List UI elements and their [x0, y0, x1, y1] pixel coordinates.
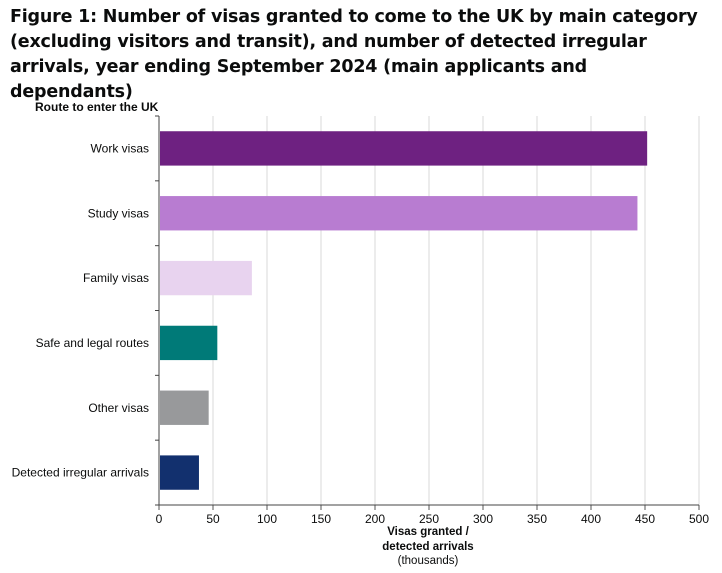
category-label: Detected irregular arrivals	[12, 466, 149, 480]
category-label: Family visas	[83, 271, 149, 285]
x-tick-label: 100	[257, 512, 277, 526]
x-tick-label: 50	[206, 512, 220, 526]
category-label: Other visas	[88, 401, 149, 415]
x-axis-title-line2: detected arrivals	[382, 541, 473, 553]
bar	[160, 455, 199, 490]
category-label: Safe and legal routes	[36, 336, 149, 350]
bars	[160, 131, 648, 490]
y-axis-title: Route to enter the UK	[35, 100, 159, 114]
bar	[160, 260, 252, 296]
bar	[160, 390, 209, 425]
category-labels: Work visas Study visas Family visas Safe an…	[12, 141, 149, 479]
figure-title: Figure 1: Number of visas granted to com…	[10, 7, 698, 102]
category-label: Study visas	[88, 206, 149, 220]
x-axis-title-line1: Visas granted /	[387, 526, 469, 538]
x-tick-label: 250	[419, 512, 439, 526]
x-tick-label: 300	[473, 512, 493, 526]
x-tick-labels: 0 50 100 150 200 250 300 350 400 450 500	[156, 512, 710, 526]
x-tick-label: 0	[156, 512, 163, 526]
axes	[155, 115, 700, 510]
x-tick-label: 400	[581, 512, 601, 526]
x-tick-label: 450	[635, 512, 655, 526]
gridlines	[212, 116, 700, 505]
x-tick-label: 500	[689, 512, 709, 526]
bar	[160, 325, 218, 361]
x-tick-label: 350	[527, 512, 547, 526]
bar	[160, 196, 638, 231]
x-tick-label: 150	[311, 512, 331, 526]
x-axis-unit: (thousands)	[398, 555, 459, 567]
category-label: Work visas	[91, 141, 149, 155]
x-tick-label: 200	[365, 512, 385, 526]
bar	[160, 131, 648, 166]
